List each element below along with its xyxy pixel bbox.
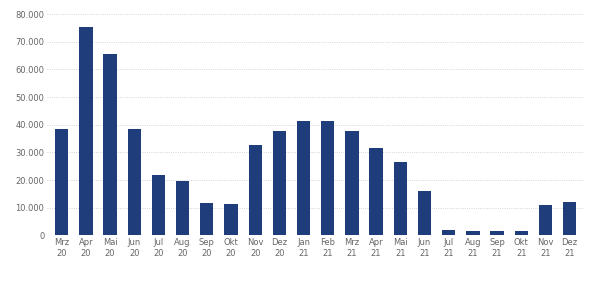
- Bar: [55, 129, 68, 235]
- Bar: [152, 174, 165, 235]
- Bar: [248, 146, 262, 235]
- Bar: [200, 203, 214, 235]
- Bar: [176, 181, 189, 235]
- Bar: [79, 27, 93, 235]
- Bar: [539, 205, 552, 235]
- Bar: [514, 231, 528, 235]
- Bar: [563, 201, 576, 235]
- Bar: [273, 131, 286, 235]
- Bar: [321, 121, 335, 235]
- Bar: [442, 230, 455, 235]
- Bar: [418, 191, 431, 235]
- Bar: [127, 129, 141, 235]
- Bar: [297, 121, 310, 235]
- Bar: [369, 148, 383, 235]
- Bar: [103, 54, 117, 235]
- Bar: [466, 231, 480, 235]
- Bar: [345, 131, 359, 235]
- Bar: [224, 203, 238, 235]
- Bar: [394, 162, 407, 235]
- Bar: [490, 231, 504, 235]
